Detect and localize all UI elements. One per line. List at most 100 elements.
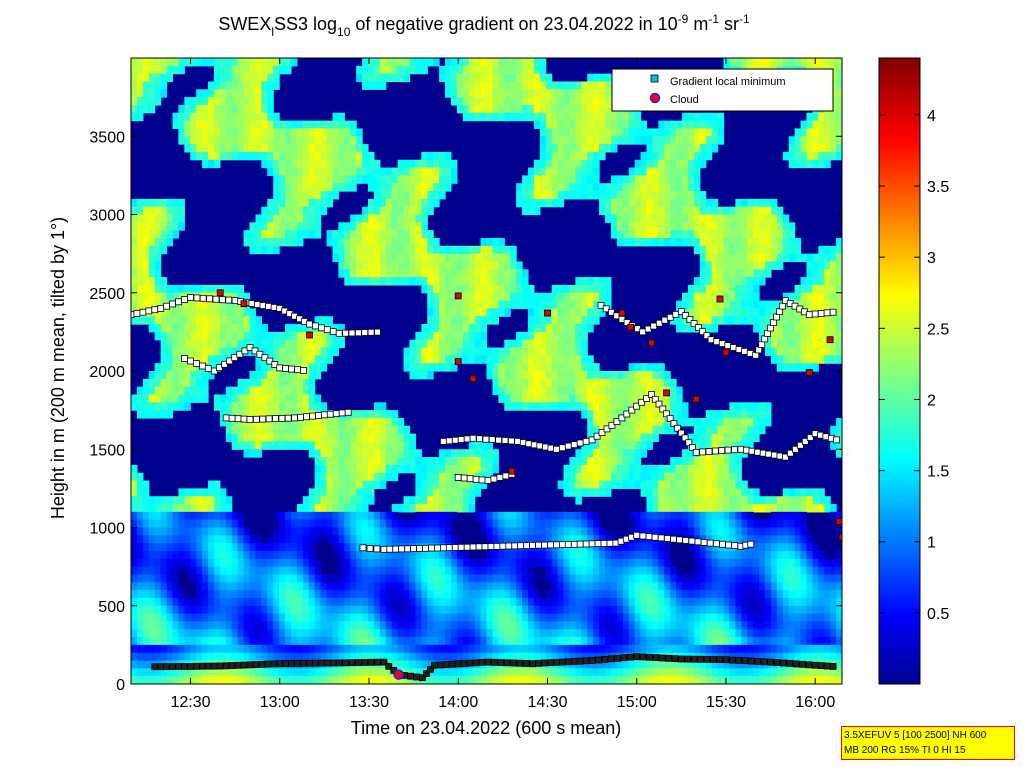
- heatmap-cell: [498, 97, 505, 106]
- heatmap-cell: [634, 590, 642, 599]
- heatmap-cell: [682, 472, 689, 482]
- heatmap-cell: [302, 417, 310, 427]
- heatmap-cell: [599, 402, 606, 411]
- heatmap-cell: [818, 504, 825, 513]
- heatmap-cell: [800, 339, 808, 349]
- heatmap-cell: [527, 339, 535, 349]
- heatmap-cell: [812, 120, 819, 130]
- heatmap-cell: [332, 511, 339, 521]
- heatmap-cell: [824, 300, 831, 310]
- heatmap-cell: [166, 308, 174, 317]
- heatmap-cell: [711, 300, 719, 310]
- heatmap-cell: [243, 331, 251, 341]
- heatmap-cell: [368, 167, 375, 176]
- heatmap-cell: [273, 386, 280, 396]
- heatmap-cell: [551, 128, 559, 137]
- heatmap-cell: [587, 511, 594, 521]
- heatmap-cell: [705, 519, 713, 529]
- heatmap-cell: [136, 206, 144, 216]
- heatmap-cell: [717, 214, 725, 223]
- heatmap-cell: [415, 464, 422, 474]
- heatmap-cell: [581, 339, 588, 349]
- heatmap-cell: [599, 527, 606, 536]
- heatmap-cell: [545, 511, 553, 521]
- heatmap-cell: [486, 355, 494, 364]
- heatmap-cell: [326, 449, 334, 458]
- heatmap-cell: [717, 128, 725, 137]
- heatmap-cell: [705, 237, 713, 247]
- heatmap-cell: [403, 222, 411, 231]
- heatmap-cell: [338, 159, 345, 169]
- heatmap-cell: [693, 566, 701, 576]
- heatmap-cell: [830, 136, 837, 145]
- heatmap-cell: [172, 206, 179, 216]
- heatmap-cell: [379, 198, 387, 208]
- heatmap-cell: [516, 261, 523, 270]
- heatmap-cell: [225, 284, 233, 294]
- heatmap-cell: [379, 269, 387, 278]
- heatmap-cell: [539, 394, 547, 403]
- heatmap-cell: [711, 433, 719, 443]
- heatmap-cell: [723, 410, 731, 419]
- heatmap-cell: [178, 324, 185, 333]
- heatmap-cell: [764, 527, 772, 536]
- heatmap-cell: [450, 449, 458, 458]
- heatmap-cell: [640, 206, 648, 216]
- heatmap-cell: [533, 527, 541, 536]
- heatmap-cell: [397, 566, 405, 576]
- heatmap-cell: [705, 198, 713, 208]
- heatmap-cell: [741, 550, 748, 560]
- heatmap-cell: [522, 97, 529, 106]
- heatmap-cell: [522, 339, 529, 349]
- heatmap-cell: [302, 128, 310, 137]
- heatmap-cell: [338, 120, 345, 130]
- heatmap-cell: [836, 253, 842, 263]
- heatmap-cell: [433, 527, 440, 536]
- heatmap-cell: [356, 574, 363, 583]
- heatmap-cell: [421, 480, 428, 489]
- heatmap-cell: [646, 441, 653, 450]
- heatmap-cell: [504, 339, 511, 349]
- heatmap-cell: [723, 527, 731, 536]
- heatmap-cell: [794, 347, 802, 356]
- heatmap-cell: [243, 65, 251, 75]
- heatmap-cell: [605, 535, 612, 544]
- heatmap-cell: [747, 245, 754, 255]
- heatmap-cell: [290, 214, 298, 223]
- heatmap-cell: [610, 441, 618, 450]
- heatmap-cell: [231, 441, 239, 450]
- heatmap-cell: [290, 543, 298, 552]
- heatmap-cell: [516, 511, 523, 521]
- heatmap-cell: [587, 425, 594, 435]
- heatmap-cell: [794, 159, 802, 169]
- heatmap-cell: [439, 308, 446, 317]
- heatmap-cell: [415, 245, 422, 255]
- heatmap-cell: [433, 558, 440, 568]
- heatmap-cell: [249, 433, 257, 443]
- heatmap-cell: [593, 425, 600, 435]
- heatmap-cell: [599, 183, 606, 192]
- heatmap-cell: [652, 191, 659, 200]
- heatmap-cell: [231, 582, 239, 591]
- heatmap-cell: [711, 480, 719, 489]
- heatmap-cell: [468, 488, 476, 497]
- heatmap-cell: [682, 527, 689, 536]
- heatmap-cell: [836, 511, 842, 521]
- heatmap-cell: [456, 65, 464, 75]
- heatmap-cell: [350, 590, 357, 599]
- heatmap-cell: [249, 394, 257, 403]
- heatmap-cell: [356, 214, 363, 223]
- heatmap-cell: [717, 511, 725, 521]
- heatmap-cell: [735, 261, 742, 270]
- heatmap-cell: [569, 89, 576, 98]
- heatmap-cell: [522, 558, 529, 568]
- heatmap-cell: [184, 120, 191, 130]
- heatmap-cell: [148, 316, 156, 325]
- heatmap-cell: [296, 535, 304, 544]
- heatmap-cell: [563, 308, 571, 317]
- heatmap-cell: [717, 206, 725, 216]
- heatmap-cell: [148, 222, 156, 231]
- heatmap-cell: [581, 104, 588, 114]
- heatmap-cell: [344, 550, 351, 560]
- heatmap-cell: [593, 558, 600, 568]
